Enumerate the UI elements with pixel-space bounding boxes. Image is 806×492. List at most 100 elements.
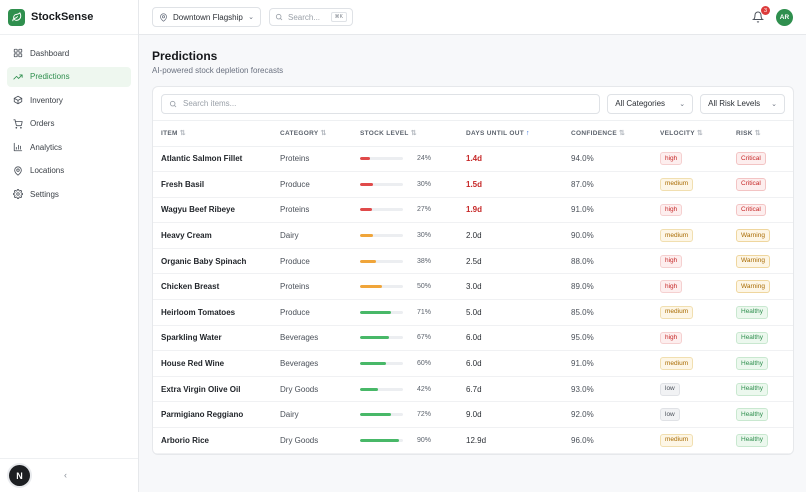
table-row[interactable]: Chicken Breast Proteins 50% 3.0d 89.0% high Wa… [153,273,793,301]
table-row[interactable]: Atlantic Salmon Fillet Proteins 24% 1.4d 94.… [153,146,793,173]
item-category: Dry Goods [272,427,352,454]
velocity-cell: medium [652,171,728,198]
sort-icon: ⇅ [754,130,761,138]
column-header-label: Risk [736,130,753,138]
days-until-out: 2.0d [458,222,563,249]
days-until-out: 6.7d [458,376,563,403]
column-header-days-until-out[interactable]: Days Until Out ↑ [458,121,563,147]
table-row[interactable]: Heavy Cream Dairy 30% 2.0d 90.0% medium Warnin… [153,222,793,249]
stock-level-fill [360,387,379,391]
risk-badge: Healthy [736,305,769,319]
risk-cell: Healthy [728,350,793,377]
stock-level-fill [360,157,371,161]
table-row[interactable]: Extra Virgin Olive Oil Dry Goods 42% 6.7d 93… [153,376,793,403]
category-filter[interactable]: All Categories ⌄ [607,93,694,114]
velocity-cell: low [652,376,728,403]
table-row[interactable]: Heirloom Tomatoes Produce 71% 5.0d 85.0% medi… [153,299,793,326]
page-subtitle: AI-powered stock depletion forecasts [152,66,284,75]
days-until-out: 1.9d [458,197,563,224]
location-select[interactable]: Downtown Flagship ⌄ [152,7,261,27]
stock-level-percent: 27% [416,206,431,214]
item-name: Atlantic Salmon Fillet [153,146,272,173]
velocity-cell: medium [652,427,728,454]
confidence: 96.0% [563,427,652,454]
content: Predictions AI-powered stock depletion f… [139,35,806,455]
global-search[interactable]: Search... ⌘K [269,8,353,26]
leaf-icon [8,8,25,26]
sidebar-item-locations[interactable]: Locations [7,161,131,181]
risk-cell: Healthy [728,401,793,429]
column-header-item[interactable]: Item ⇅ [153,121,272,147]
days-until-out: 3.0d [458,273,563,301]
stock-level-fill [360,438,399,442]
velocity-cell: high [652,273,728,301]
item-search-input[interactable]: Search items... [161,93,601,114]
sidebar-item-analytics[interactable]: Analytics [7,137,131,157]
velocity-badge: medium [660,305,694,319]
risk-cell: Warning [728,222,793,249]
column-header-velocity[interactable]: Velocity ⇅ [652,121,728,147]
days-until-out: 12.9d [458,427,563,454]
brand[interactable]: StockSense [0,0,138,35]
sidebar-item-orders[interactable]: Orders [7,114,131,134]
sidebar-item-inventory[interactable]: Inventory [7,90,131,110]
item-category: Proteins [272,273,352,301]
user-avatar[interactable]: N [9,465,30,486]
risk-filter[interactable]: All Risk Levels ⌄ [700,93,785,114]
column-header-category[interactable]: Category ⇅ [272,121,352,147]
sort-icon: ⇅ [179,130,186,138]
stock-level-fill [360,413,391,417]
topbar: Downtown Flagship ⌄ Search... ⌘K 3 AR [139,0,806,35]
risk-badge: Warning [736,229,770,242]
collapse-sidebar-icon[interactable]: ‹ [64,470,67,480]
sidebar-item-dashboard[interactable]: Dashboard [7,43,131,63]
search-icon [275,13,283,21]
notifications-button[interactable]: 3 [751,6,770,23]
velocity-cell: medium [652,222,728,249]
item-category: Dairy [272,222,352,249]
days-until-out: 6.0d [458,350,563,377]
sort-icon: ⇅ [618,130,626,138]
sidebar-item-predictions[interactable]: Predictions [7,66,131,87]
stock-level-fill [360,259,377,263]
stock-level-percent: 30% [416,232,431,240]
item-name: Parmigiano Reggiano [153,401,272,429]
column-header-stock-level[interactable]: Stock Level ⇅ [352,121,458,147]
table-row[interactable]: Parmigiano Reggiano Dairy 72% 9.0d 92.0% low H… [153,401,793,429]
velocity-badge: low [660,382,680,396]
velocity-cell: high [652,325,728,352]
column-header-confidence[interactable]: Confidence ⇅ [563,121,652,147]
table-row[interactable]: Arborio Rice Dry Goods 90% 12.9d 96.0% medium… [153,427,793,454]
risk-badge: Healthy [736,357,769,370]
stock-level-percent: 60% [416,360,431,368]
table-row[interactable]: Organic Baby Spinach Produce 38% 2.5d 88.0% h… [153,248,793,275]
grid-icon [13,48,23,58]
stock-level-bar [360,438,403,442]
search-icon [169,100,177,107]
user-avatar-top[interactable]: AR [776,8,793,26]
column-header-risk[interactable]: Risk ⇅ [728,121,793,147]
item-category: Proteins [272,197,352,224]
risk-badge: Healthy [736,331,769,345]
velocity-badge: high [660,280,683,294]
table-row[interactable]: Wagyu Beef Ribeye Proteins 27% 1.9d 91.0% hig… [153,197,793,224]
stock-level-percent: 72% [416,411,431,419]
table-row[interactable]: House Red Wine Beverages 60% 6.0d 91.0% mediu… [153,350,793,377]
table-row[interactable]: Sparkling Water Beverages 67% 6.0d 95.0% high… [153,325,793,352]
velocity-badge: medium [660,229,694,242]
risk-badge: Critical [736,152,766,166]
global-search-placeholder: Search... [288,12,321,22]
risk-badge: Healthy [736,382,769,396]
stock-level-bar [360,336,403,340]
column-header-label: Velocity [660,130,695,138]
sidebar-item-label: Locations [30,166,65,175]
sidebar-item-settings[interactable]: Settings [7,184,131,204]
risk-cell: Critical [728,171,793,198]
stock-level-cell: 30% [352,222,458,249]
table-row[interactable]: Fresh Basil Produce 30% 1.5d 87.0% medium Crit… [153,171,793,198]
stock-level-bar [360,182,403,186]
map-pin-icon [160,12,167,22]
item-name: Organic Baby Spinach [153,248,272,275]
topbar-actions: 3 AR [751,6,793,26]
risk-badge: Warning [736,254,770,268]
